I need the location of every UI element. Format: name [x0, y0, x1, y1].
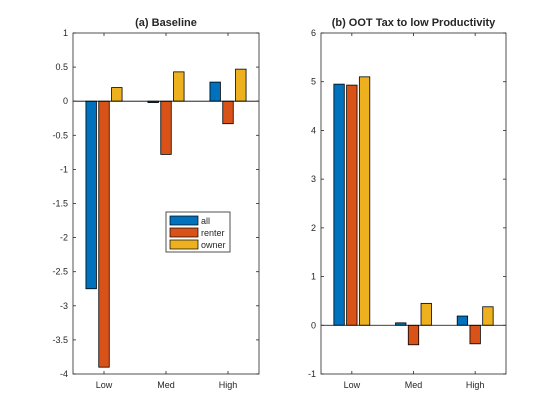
x-tick-label: Low [96, 380, 113, 390]
y-tick-label: -2 [60, 233, 68, 243]
bar-renter-low [98, 100, 110, 368]
x-tick-label: Med [405, 380, 423, 390]
legend-label-renter: renter [201, 228, 225, 238]
y-tick-label: -0.5 [52, 130, 68, 140]
y-tick-label: -1 [308, 369, 316, 379]
y-tick-label: 2 [311, 223, 316, 233]
x-tick-label: Low [344, 380, 361, 390]
chart-oot-tax: (b) OOT Tax to low Productivity -1 0 1 2 3 4 5 6… [308, 17, 507, 390]
bar-all-high [209, 81, 221, 102]
y-tick-label: 3 [311, 174, 316, 184]
chart-baseline: (a) Baseline -4 -3.5 -3 -2.5 -2 -1.5 -1 -0.5 0 0.5… [52, 17, 260, 390]
bar-owner-med [420, 302, 432, 326]
bar-owner-low [358, 76, 371, 326]
bar-all-low [333, 83, 345, 326]
y-tick-label: -4 [60, 369, 68, 379]
bar-owner-low [111, 87, 123, 102]
bar-all-low [85, 100, 97, 290]
y-tick-label: 5 [311, 77, 316, 87]
y-tick-label: -2.5 [52, 267, 68, 277]
y-tick-label: 0.5 [55, 62, 68, 72]
bar-renter-med [407, 324, 420, 346]
bar-owner-high [235, 68, 247, 102]
bar-all-high [456, 315, 469, 326]
legend-label-all: all [201, 216, 210, 226]
legend: all renter owner [165, 211, 231, 253]
y-tick-label: 1 [311, 272, 316, 282]
bar-renter-high [222, 100, 234, 125]
chart-title: (a) Baseline [135, 17, 197, 29]
x-tick-label: High [466, 380, 485, 390]
y-tick-label: 0 [63, 96, 68, 106]
bar-renter-med [160, 100, 172, 155]
y-tick-label: -3.5 [52, 335, 68, 345]
y-tick-label: 1 [63, 28, 68, 38]
y-tick-label: 6 [311, 28, 316, 38]
y-tick-label: 4 [311, 125, 316, 135]
legend-label-owner: owner [201, 240, 226, 250]
y-tick-label: -1 [60, 164, 68, 174]
y-tick-label: 0 [311, 320, 316, 330]
bar-owner-high [482, 306, 494, 326]
chart-title: (b) OOT Tax to low Productivity [332, 17, 496, 29]
y-tick-label: -1.5 [52, 199, 68, 209]
bar-renter-high [469, 324, 481, 345]
bar-owner-med [173, 71, 185, 102]
x-tick-label: Med [157, 380, 175, 390]
y-tick-label: -3 [60, 301, 68, 311]
legend-swatch-owner [169, 239, 199, 250]
legend-swatch-renter [169, 227, 199, 238]
x-tick-label: High [219, 380, 238, 390]
legend-swatch-all [169, 215, 199, 226]
bar-renter-low [346, 84, 358, 326]
